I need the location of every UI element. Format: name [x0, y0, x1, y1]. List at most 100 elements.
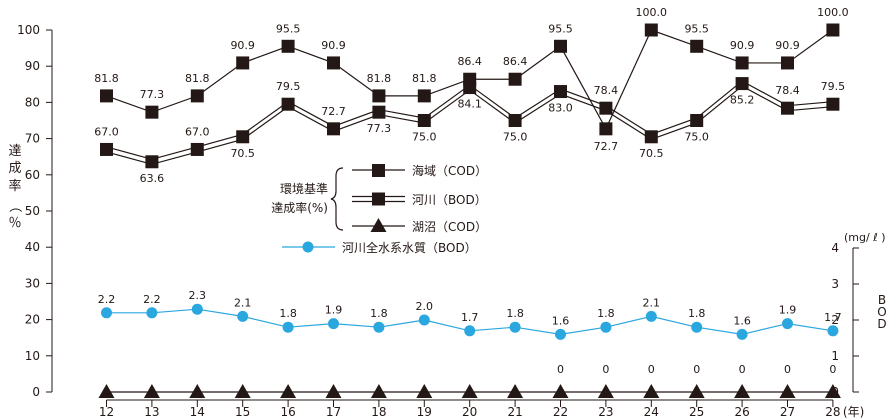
data-label-river-all-bod: 2.2	[98, 293, 116, 306]
legend-label-lake-cod: 湖沼（COD）	[412, 219, 487, 234]
right-axis-tick-label: 3	[831, 277, 839, 291]
marker-river-bod	[100, 142, 113, 156]
data-label-river-all-bod: 1.8	[597, 307, 615, 320]
marker-river-all-bod	[509, 321, 521, 333]
marker-sea-cod	[372, 89, 386, 103]
data-label-river-all-bod: 1.7	[461, 311, 479, 324]
legend-marker-river-bod	[372, 192, 385, 206]
legend-label-river-bod: 河川（BOD）	[412, 193, 487, 207]
legend-group-label: 達成率(%)	[271, 200, 328, 215]
data-label-river-all-bod: 1.8	[370, 307, 388, 320]
data-label-sea-cod: 95.5	[548, 22, 573, 35]
right-axis-unit: (mg/ ℓ )	[844, 231, 886, 244]
data-label-river-bod: 67.0	[185, 125, 210, 138]
marker-sea-cod	[145, 105, 159, 119]
x-axis-tick-label: 14	[190, 405, 205, 419]
x-axis-tick-label: 16	[280, 405, 295, 419]
legend-brace	[330, 167, 344, 231]
marker-river-all-bod	[373, 321, 385, 333]
marker-lake-cod	[234, 384, 251, 398]
x-axis-tick-label: 23	[598, 405, 613, 419]
marker-lake-cod	[824, 384, 841, 398]
data-label-lake-cod: 0	[784, 363, 791, 376]
marker-sea-cod	[554, 39, 567, 53]
data-label-sea-cod: 90.9	[230, 39, 255, 52]
x-axis-unit: (年)	[843, 405, 864, 419]
legend-group-label: 環境基準	[280, 181, 328, 196]
x-axis-tick-label: 28	[825, 405, 840, 419]
marker-lake-cod	[734, 384, 751, 398]
right-axis-tick-label: 4	[831, 241, 839, 255]
data-label-river-all-bod: 2.3	[189, 289, 207, 302]
data-label-river-all-bod: 2.1	[643, 296, 661, 309]
marker-river-all-bod	[555, 328, 566, 340]
marker-river-bod	[327, 122, 340, 136]
x-axis-tick-label: 25	[689, 405, 704, 419]
marker-river-all-bod	[691, 321, 703, 333]
left-axis-tick-label: 10	[25, 349, 40, 363]
data-label-sea-cod: 100.0	[636, 6, 668, 19]
data-label-river-bod: 77.3	[367, 122, 392, 135]
data-label-river-bod: 67.0	[94, 125, 119, 138]
marker-river-all-bod	[191, 303, 203, 315]
marker-sea-cod	[281, 39, 295, 53]
left-axis-label-char: ％	[8, 216, 21, 231]
right-axis-tick-label: 2	[831, 313, 839, 327]
marker-river-bod	[735, 77, 749, 91]
x-axis-tick-label: 21	[507, 405, 522, 419]
data-label-sea-cod: 100.0	[817, 6, 849, 19]
marker-river-bod	[417, 114, 431, 127]
data-label-river-all-bod: 1.9	[325, 304, 343, 317]
marker-river-all-bod	[464, 325, 476, 337]
marker-lake-cod	[597, 384, 614, 398]
marker-river-bod	[554, 85, 567, 99]
marker-river-all-bod	[101, 307, 112, 319]
x-axis-tick-label: 13	[144, 405, 159, 419]
left-axis-tick-label: 50	[25, 204, 40, 218]
marker-lake-cod	[416, 384, 433, 398]
x-axis-tick-label: 26	[734, 405, 749, 419]
x-axis-tick-label: 20	[462, 405, 477, 419]
marker-sea-cod	[190, 89, 204, 103]
data-label-river-all-bod: 1.6	[733, 314, 751, 327]
marker-river-all-bod	[237, 310, 249, 322]
data-label-river-bod: 75.0	[412, 131, 437, 144]
marker-sea-cod	[100, 89, 113, 103]
data-label-river-bod: 83.0	[548, 102, 573, 115]
marker-sea-cod	[826, 23, 840, 37]
data-label-river-all-bod: 2.1	[234, 296, 252, 309]
left-axis-tick-label: 30	[25, 276, 40, 290]
marker-lake-cod	[461, 384, 478, 398]
right-axis-label-char: O	[877, 305, 886, 319]
x-axis-tick-label: 19	[417, 405, 432, 419]
marker-river-bod	[145, 155, 159, 169]
marker-river-all-bod	[645, 310, 657, 322]
data-label-lake-cod: 0	[648, 363, 655, 376]
marker-lake-cod	[507, 384, 524, 398]
legend-label-sea-cod: 海域（COD）	[412, 163, 487, 178]
marker-sea-cod	[690, 39, 704, 53]
marker-sea-cod	[599, 122, 613, 136]
legend-label-river-all-bod: 河川全水系水質（BOD）	[342, 240, 477, 255]
left-axis-label-char: 達	[8, 144, 21, 159]
marker-lake-cod	[189, 384, 206, 398]
data-label-river-bod: 72.7	[321, 105, 346, 118]
left-axis-tick-label: 40	[25, 240, 40, 254]
marker-river-all-bod	[282, 321, 294, 333]
marker-lake-cod	[688, 384, 705, 398]
data-label-river-bod: 70.5	[639, 147, 664, 160]
marker-river-bod	[781, 101, 794, 115]
marker-river-bod	[508, 114, 522, 127]
left-axis-tick-label: 80	[25, 95, 40, 109]
marker-sea-cod	[417, 89, 431, 103]
data-label-river-bod: 70.5	[230, 147, 255, 160]
marker-sea-cod	[644, 23, 658, 37]
data-label-river-all-bod: 1.8	[688, 307, 706, 320]
data-label-sea-cod: 72.7	[594, 140, 619, 153]
marker-sea-cod	[327, 56, 340, 70]
data-label-sea-cod: 90.9	[730, 39, 755, 52]
right-axis-label-char: B	[878, 293, 886, 307]
data-label-sea-cod: 81.8	[412, 72, 437, 85]
marker-river-bod	[372, 105, 386, 119]
